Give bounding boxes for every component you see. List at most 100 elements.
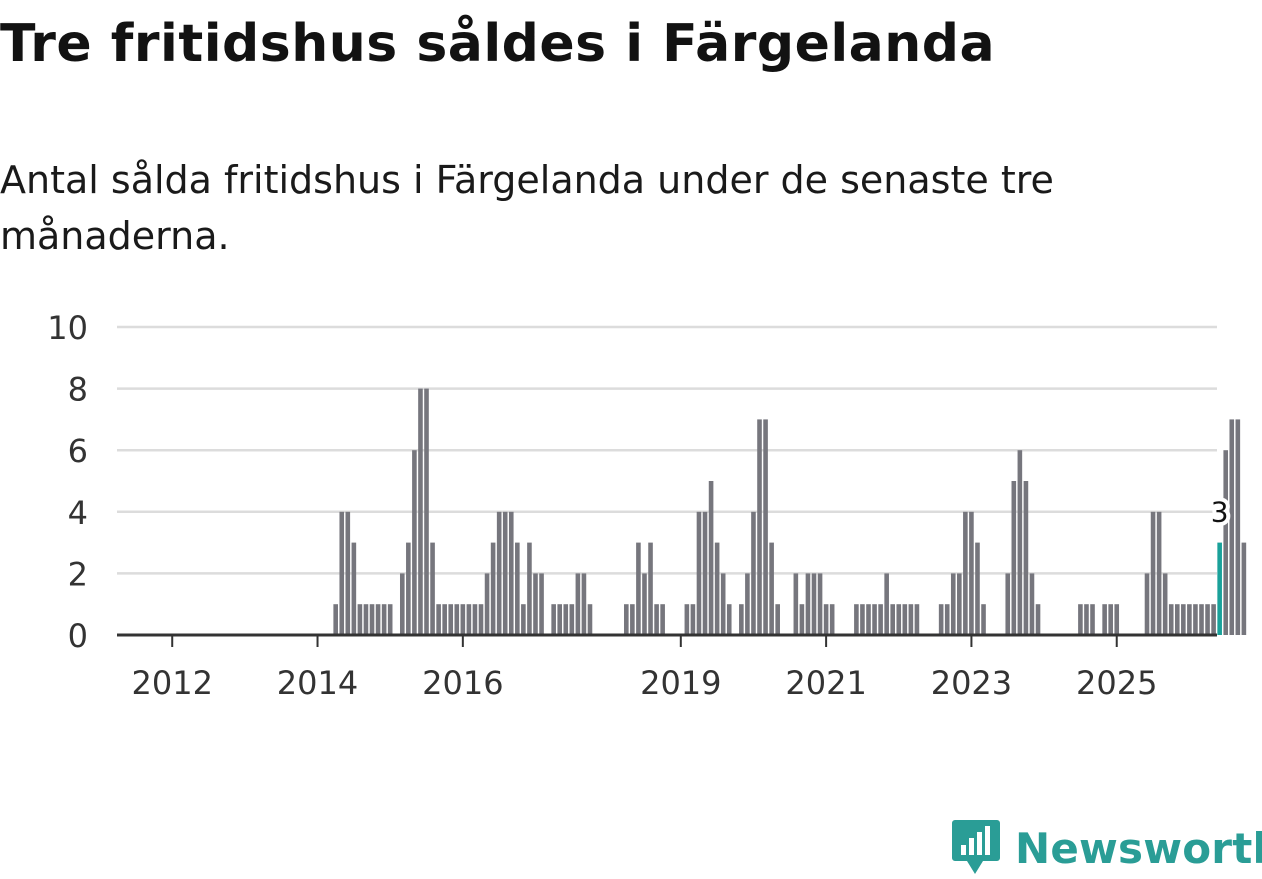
bar (1162, 573, 1168, 635)
bar (696, 511, 702, 635)
bar (1078, 604, 1083, 635)
gridlines (117, 325, 1217, 575)
bar (1205, 604, 1210, 635)
bar (769, 542, 774, 635)
bar (944, 604, 950, 635)
bar (902, 604, 908, 635)
bar (720, 573, 726, 635)
bar (1193, 604, 1198, 635)
bar (515, 542, 520, 635)
bar (442, 604, 447, 635)
bar (799, 604, 805, 635)
bar (539, 573, 544, 635)
x-tick-label: 2016 (422, 664, 503, 702)
x-tick-label: 2025 (1076, 664, 1157, 702)
bar (914, 604, 920, 635)
bar (854, 604, 859, 635)
bar (1168, 604, 1174, 635)
bar (805, 573, 811, 635)
bar (472, 604, 478, 635)
y-tick-label: 10 (47, 309, 88, 347)
bar (793, 573, 799, 635)
bar (502, 511, 508, 635)
bar (890, 604, 896, 635)
bar (763, 419, 768, 635)
bar (872, 604, 877, 635)
bar (969, 511, 974, 635)
bar (454, 604, 460, 635)
bar (636, 542, 641, 635)
bar (1090, 604, 1095, 635)
data-labels: 3 (1207, 492, 1233, 533)
bar (430, 542, 435, 635)
bar (551, 604, 556, 635)
bar (333, 604, 338, 635)
bar (757, 419, 762, 635)
bar (527, 542, 532, 635)
bar (460, 604, 466, 635)
bar (381, 604, 387, 635)
bar (1187, 604, 1192, 635)
bar (369, 604, 375, 635)
bar (1029, 573, 1035, 635)
bar (1211, 604, 1216, 635)
bar (1199, 604, 1204, 635)
bar (896, 604, 902, 635)
bar (963, 511, 968, 635)
bar (957, 573, 962, 635)
bar (339, 511, 345, 635)
bar (1102, 604, 1107, 635)
brand-name: Newsworthy (1015, 823, 1262, 873)
bar (575, 573, 581, 635)
bar (1156, 511, 1162, 635)
bar (557, 604, 563, 635)
bar (642, 573, 647, 635)
bar (908, 604, 914, 635)
y-tick-label: 2 (68, 555, 88, 593)
bar (345, 511, 351, 635)
bars (333, 388, 1247, 635)
bar (690, 604, 696, 635)
bar (648, 542, 653, 635)
bar (884, 573, 889, 635)
bar (654, 604, 659, 635)
bar (569, 604, 575, 635)
bar (533, 573, 538, 635)
bar (823, 604, 829, 635)
chart-subtitle: Antal sålda fritidshus i Färgelanda unde… (0, 158, 1054, 258)
brand-logo: Newsworthy (951, 818, 1262, 878)
bar (508, 511, 514, 635)
y-tick-label: 8 (68, 371, 88, 409)
bar (630, 604, 635, 635)
bar (484, 573, 490, 635)
bar (702, 511, 708, 635)
bar-chart: 0 2 4 6 8 10 2012 2014 2016 2019 2021 2023 2025 3 (47, 309, 1247, 702)
y-tick-label: 6 (68, 432, 88, 470)
bar (866, 604, 871, 635)
bar (829, 604, 835, 635)
bar (1223, 450, 1229, 635)
bar (1181, 604, 1186, 635)
bar (406, 542, 411, 635)
bar (1150, 511, 1156, 635)
bar (684, 604, 690, 635)
bar (745, 573, 750, 635)
bar (466, 604, 472, 635)
bar (1005, 573, 1011, 635)
bar (351, 542, 357, 635)
bar-highlighted (1217, 542, 1222, 635)
bar (412, 450, 417, 635)
bar (1174, 604, 1180, 635)
highlight-value-label: 3 (1211, 496, 1229, 529)
bar (811, 573, 817, 635)
bar (587, 604, 593, 635)
x-tick-label: 2019 (640, 664, 721, 702)
y-tick-label: 4 (68, 494, 88, 532)
bar (436, 604, 441, 635)
bar (1011, 481, 1017, 635)
bar (938, 604, 944, 635)
bar (1023, 481, 1029, 635)
bar (817, 573, 823, 635)
bar (975, 542, 980, 635)
bar (714, 542, 720, 635)
